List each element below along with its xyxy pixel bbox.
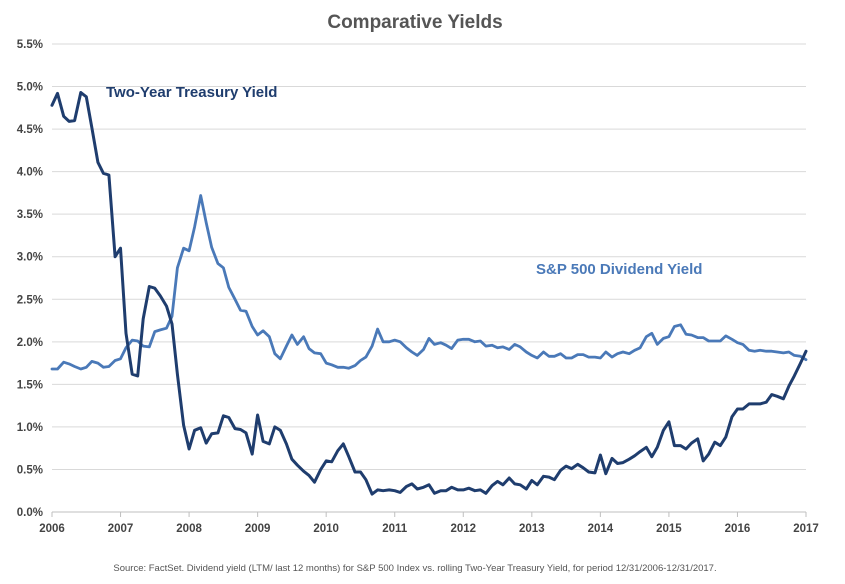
y-tick-label: 1.5%: [17, 379, 43, 391]
x-tick-label: 2013: [519, 523, 545, 535]
x-tick-label: 2009: [245, 523, 271, 535]
y-tick-label: 2.0%: [17, 337, 43, 349]
series-label-sp500-dividend: S&P 500 Dividend Yield: [536, 261, 702, 278]
x-tick-label: 2014: [588, 523, 614, 535]
y-tick-label: 5.5%: [17, 39, 43, 51]
series-line-sp500-dividend: [50, 194, 808, 371]
x-tick-label: 2010: [313, 523, 339, 535]
x-tick-label: 2017: [793, 523, 819, 535]
x-tick-label: 2012: [450, 523, 476, 535]
y-tick-label: 5.0%: [17, 82, 43, 94]
x-tick-label: 2007: [108, 523, 134, 535]
x-axis-tick-labels: 2006 2007 2008 2009 2010 2011 2012 2013 2014 2015…: [39, 512, 819, 535]
x-tick-label: 2011: [382, 523, 408, 535]
series-label-two-year-treasury: Two-Year Treasury Yield: [106, 84, 277, 101]
x-tick-label: 2016: [725, 523, 751, 535]
y-tick-label: 0.5%: [17, 464, 43, 476]
x-tick-label: 2006: [39, 523, 65, 535]
x-tick-label: 2008: [176, 523, 202, 535]
chart-title: Comparative Yields: [327, 12, 502, 33]
y-tick-label: 3.0%: [17, 252, 43, 264]
y-axis-tick-labels: 0.0% 0.5% 1.0% 1.5% 2.0% 2.5% 3.0% 3.5% 4.0% 4.5%…: [17, 39, 43, 519]
y-tick-label: 1.0%: [17, 422, 43, 434]
y-tick-label: 3.5%: [17, 209, 43, 221]
x-tick-label: 2015: [656, 523, 682, 535]
y-tick-label: 0.0%: [17, 507, 43, 519]
gridlines: [52, 43, 806, 513]
series-lines: [50, 91, 808, 496]
source-note: Source: FactSet. Dividend yield (LTM/ la…: [113, 563, 716, 574]
y-tick-label: 2.5%: [17, 294, 43, 306]
y-tick-label: 4.0%: [17, 167, 43, 179]
y-tick-label: 4.5%: [17, 124, 43, 136]
series-line-two-year-treasury: [50, 91, 808, 496]
